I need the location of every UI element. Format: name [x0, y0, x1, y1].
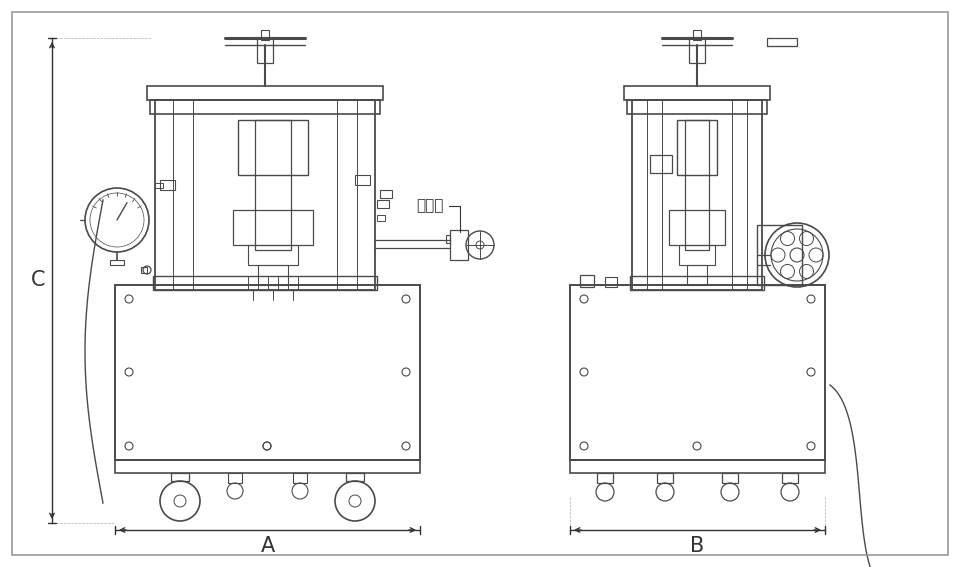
Bar [248, 245, 298, 265]
Bar [767, 38, 797, 46]
Text: C: C [31, 270, 45, 290]
Bar [115, 460, 420, 473]
Bar [782, 473, 798, 483]
Bar [155, 183, 163, 188]
Bar [657, 473, 673, 483]
Bar [147, 86, 383, 100]
Bar [650, 155, 672, 173]
Bar [679, 245, 715, 265]
Bar [233, 210, 313, 245]
Bar [115, 285, 420, 460]
Bar [632, 100, 762, 290]
Bar [677, 120, 717, 175]
Bar [570, 460, 825, 473]
Bar [141, 267, 147, 273]
Bar [570, 285, 825, 460]
Bar [450, 230, 468, 260]
Bar [160, 180, 175, 190]
Bar [669, 210, 725, 245]
Bar [377, 215, 385, 221]
Bar [597, 473, 613, 483]
Bar [261, 30, 269, 40]
Bar [155, 100, 375, 290]
Bar [722, 473, 738, 483]
Bar [627, 100, 767, 114]
Bar [153, 276, 377, 290]
Bar [693, 30, 701, 40]
Bar [757, 225, 802, 285]
Bar [446, 235, 450, 243]
Bar [630, 276, 764, 290]
Bar [171, 473, 189, 481]
Bar [258, 265, 288, 285]
Bar [377, 200, 389, 208]
Text: B: B [690, 536, 705, 556]
Bar [605, 277, 617, 287]
Bar [346, 473, 364, 481]
Bar [624, 86, 770, 100]
Text: 操作弁: 操作弁 [417, 198, 460, 232]
Bar [228, 473, 242, 483]
Bar [255, 120, 291, 250]
Bar [257, 38, 273, 63]
Bar [248, 276, 258, 290]
Text: A: A [260, 536, 275, 556]
Bar [150, 100, 380, 114]
Bar [380, 190, 392, 198]
Bar [687, 265, 707, 285]
Bar [268, 276, 278, 290]
Bar [689, 38, 705, 63]
Bar [110, 260, 124, 265]
Bar [238, 120, 308, 175]
Bar [288, 276, 298, 290]
Bar [685, 120, 709, 250]
Bar [355, 175, 370, 185]
Bar [580, 275, 594, 287]
Bar [293, 473, 307, 483]
